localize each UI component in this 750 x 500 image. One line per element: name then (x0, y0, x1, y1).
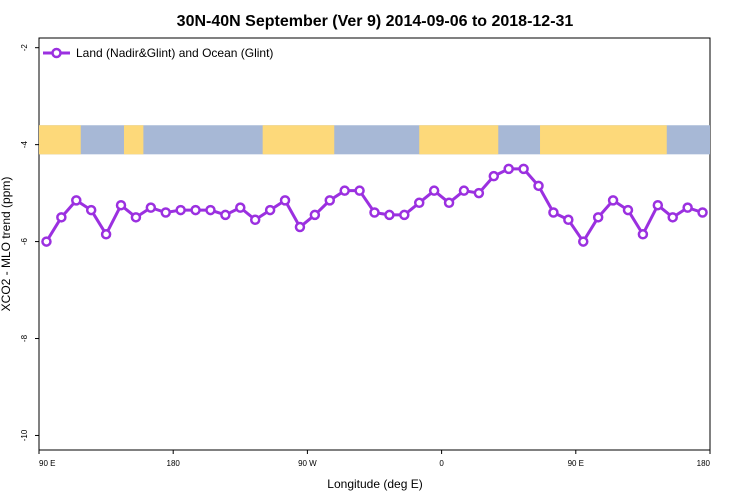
y-tick-label: -2 (20, 44, 29, 52)
data-point (443, 197, 455, 209)
map-land (540, 125, 667, 155)
data-point (413, 197, 425, 209)
data-point (220, 209, 231, 221)
data-point (682, 202, 693, 213)
chart-title: 30N-40N September (Ver 9) 2014-09-06 to … (177, 13, 574, 30)
y-tick-label: -8 (20, 334, 29, 342)
map-land (123, 125, 144, 155)
data-point (249, 214, 261, 226)
y-tick-label: -6 (20, 237, 29, 245)
x-axis-label: Longitude (deg E) (327, 477, 422, 491)
legend-label: Land (Nadir&Glint) and Ocean (Glint) (76, 46, 273, 60)
world-map-strip (39, 125, 710, 155)
data-point (607, 195, 619, 206)
data-point (130, 212, 142, 223)
x-tick-label: 180 (167, 459, 181, 468)
data-point (294, 221, 306, 233)
data-point (548, 207, 559, 218)
data-point (190, 204, 201, 216)
y-axis: -2 -4 -6 -8 -10 (20, 44, 39, 441)
y-axis-label: XCO2 - MLO trend (ppm) (0, 177, 13, 312)
map-land (262, 125, 335, 155)
data-point (652, 199, 664, 211)
data-point (264, 204, 276, 216)
data-point (205, 204, 216, 216)
data-point (518, 163, 529, 175)
data-point (41, 236, 52, 247)
map-land (39, 125, 81, 155)
data-point (384, 209, 395, 221)
y-tick-label: -10 (20, 429, 29, 441)
data-point (309, 209, 321, 221)
legend: Land (Nadir&Glint) and Ocean (Glint) (43, 46, 273, 60)
data-point (279, 195, 291, 206)
data-point (697, 207, 708, 218)
data-point (503, 163, 514, 175)
data-point (592, 212, 604, 223)
data-point (637, 229, 649, 240)
map-land (419, 125, 499, 155)
x-tick-label: 90 W (298, 459, 317, 468)
data-point (160, 207, 171, 218)
legend-marker (51, 47, 62, 59)
data-point (100, 229, 112, 240)
data-point (145, 202, 157, 213)
data-point (235, 202, 246, 213)
data-point (563, 214, 574, 226)
series-line (45, 167, 704, 244)
data-point (428, 185, 440, 196)
series-layer (41, 163, 708, 247)
data-point (473, 187, 485, 199)
data-point (578, 236, 589, 247)
x-tick-label: 0 (439, 459, 444, 468)
data-point (369, 207, 380, 218)
data-point (175, 204, 186, 216)
data-point (354, 185, 365, 196)
data-point (85, 204, 97, 216)
data-point (399, 209, 410, 221)
data-point (622, 204, 634, 216)
data-point (533, 180, 544, 192)
data-point (115, 199, 127, 211)
data-point (56, 212, 67, 223)
data-point (339, 185, 350, 196)
data-point (324, 195, 336, 206)
data-point (71, 195, 82, 206)
x-tick-label: 180 (697, 459, 711, 468)
y-tick-label: -4 (20, 141, 29, 149)
data-point (458, 185, 470, 196)
plot-frame (38, 37, 711, 451)
x-tick-label: 90 E (39, 459, 55, 468)
x-axis: 90 E 180 90 W 0 90 E 180 (38, 450, 711, 468)
data-point (667, 212, 678, 223)
x-tick-label: 90 E (568, 459, 584, 468)
data-point (488, 170, 500, 182)
